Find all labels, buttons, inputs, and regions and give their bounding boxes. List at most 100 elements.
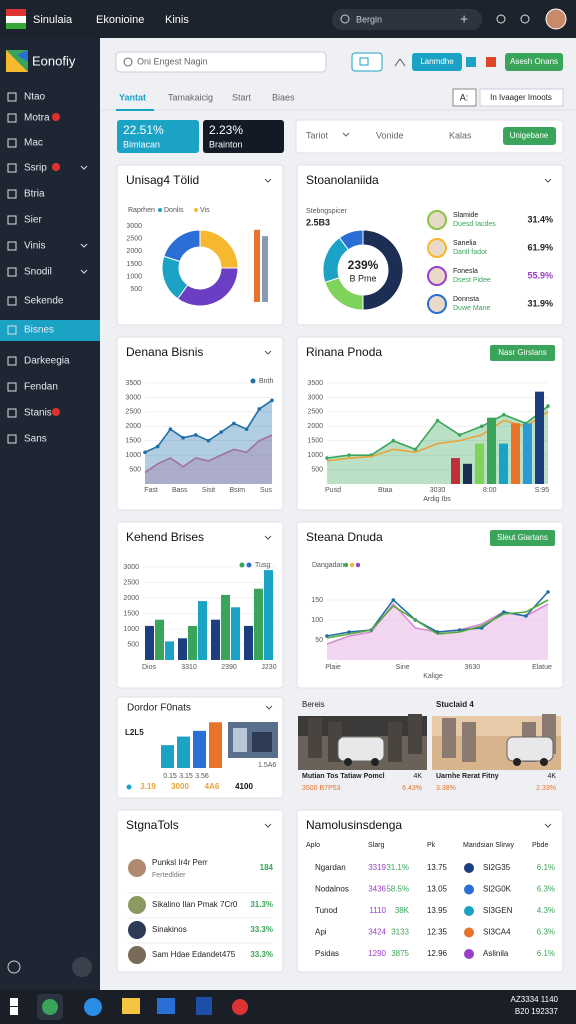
button[interactable] — [505, 53, 563, 71]
tab[interactable]: Tamakaicig — [168, 92, 213, 102]
table-cell: 13.95 — [427, 906, 448, 915]
tab[interactable]: Yantat — [119, 92, 146, 102]
point — [244, 427, 249, 431]
side-value: 1.5A6 — [258, 762, 276, 769]
search-box[interactable] — [332, 9, 482, 30]
table-header: Mandsian Slirwy — [463, 842, 514, 849]
donut-slice — [163, 229, 201, 263]
panel — [296, 336, 564, 511]
brand: Eonofiy — [32, 53, 76, 68]
y-tick-label: 500 — [130, 286, 142, 293]
nav-item[interactable]: Motra — [24, 113, 50, 124]
van — [337, 736, 385, 762]
app-name[interactable]: Sinulaia — [33, 14, 73, 26]
avatar[interactable] — [545, 8, 567, 30]
search-box[interactable] — [115, 51, 327, 73]
image-part — [233, 728, 247, 752]
button[interactable] — [412, 53, 462, 71]
point — [347, 630, 351, 634]
stat-card[interactable] — [117, 120, 199, 153]
icon[interactable] — [496, 14, 506, 24]
nav-item[interactable]: Ntao — [24, 92, 46, 103]
table-cell: 3424 — [368, 928, 386, 937]
x-tick-label: Bass — [172, 487, 188, 494]
table-cell: 3436 — [368, 885, 386, 894]
button[interactable] — [479, 88, 564, 107]
icon[interactable] — [520, 14, 530, 24]
van — [506, 736, 554, 762]
y-tick-label: 2000 — [307, 423, 323, 430]
filter[interactable]: Vonide — [376, 130, 404, 140]
table-cell: 6.1% — [537, 949, 555, 958]
nav-item[interactable]: Stanis — [24, 408, 52, 419]
panel-title: Kehend Brises — [126, 530, 204, 544]
label-value: 2.5B3 — [306, 217, 330, 227]
legend-label: Bnth — [259, 378, 274, 385]
person-name: Fonesla — [453, 268, 478, 275]
box-label[interactable]: A: — [460, 92, 469, 102]
nav-item[interactable]: Vinis — [24, 241, 46, 252]
card-title: Bereis — [302, 700, 325, 709]
chevron[interactable] — [544, 823, 552, 828]
nav-item[interactable]: Fendan — [24, 382, 58, 393]
nav-item[interactable]: Btria — [24, 189, 45, 200]
nav-item[interactable]: Snodil — [24, 267, 52, 278]
table-cell: 13.05 — [427, 885, 448, 894]
nav-item[interactable]: Sans — [24, 434, 47, 445]
icon[interactable] — [394, 58, 406, 67]
nav-icon — [7, 138, 17, 148]
stat-card[interactable] — [203, 120, 284, 153]
bar — [254, 588, 263, 660]
avatar — [128, 921, 146, 939]
filter[interactable]: Kalas — [449, 130, 472, 140]
nav-item[interactable]: Sekende — [24, 296, 64, 307]
date: B20 192337 — [515, 1007, 559, 1016]
nav-item[interactable]: Darkeegia — [24, 356, 70, 367]
bar — [264, 570, 273, 660]
panel-title: Namolusinsdenga — [306, 818, 402, 832]
point — [325, 634, 329, 638]
table-cell: Ngardan — [315, 863, 346, 872]
nav-item[interactable]: Ssrip — [24, 163, 47, 174]
person-pct: 31.4% — [527, 214, 553, 224]
chevron[interactable] — [264, 350, 272, 355]
menu-item[interactable]: Kinis — [165, 14, 189, 26]
tab[interactable]: Start — [232, 92, 252, 102]
chevron[interactable] — [264, 823, 272, 828]
button-label: Sleut Giartans — [497, 533, 548, 542]
icon-button[interactable] — [351, 52, 383, 72]
button[interactable] — [490, 345, 555, 361]
chevron[interactable] — [264, 535, 272, 540]
table-cell: Tunod — [315, 906, 337, 915]
center-value: 239% — [348, 258, 379, 272]
filter[interactable]: Tariot — [306, 130, 329, 140]
nav-item[interactable]: Mac — [24, 138, 43, 149]
chevron[interactable] — [544, 178, 552, 183]
button-label: Nasr Girslans — [498, 348, 546, 357]
nav-item[interactable]: Sier — [24, 215, 42, 226]
panel — [296, 521, 564, 689]
chevron[interactable] — [265, 705, 273, 710]
nav-icon — [7, 215, 17, 225]
legend-dot — [158, 208, 162, 212]
x-tick-label: 2390 — [221, 664, 237, 671]
y-tick-label: 1500 — [307, 438, 323, 445]
chevron[interactable] — [264, 178, 272, 183]
bar — [193, 730, 206, 768]
y-tick-label: 1500 — [125, 438, 141, 445]
button[interactable] — [503, 127, 556, 145]
nav-item[interactable]: Bisnes — [24, 325, 54, 336]
axis-sub: Ardig Ibs — [423, 496, 451, 503]
menu-item[interactable]: Ekonioine — [96, 14, 144, 26]
button[interactable] — [490, 530, 555, 546]
tab[interactable]: Biaes — [272, 92, 295, 102]
person-name: Donnsta — [453, 296, 479, 303]
avatar — [427, 294, 447, 314]
axis-sub: Kalige — [423, 673, 443, 680]
point — [391, 598, 396, 602]
value: 3500 B7P53 — [302, 785, 341, 792]
nav-icon — [7, 296, 17, 306]
point — [457, 628, 462, 632]
stat-label: Brainton — [209, 139, 243, 149]
